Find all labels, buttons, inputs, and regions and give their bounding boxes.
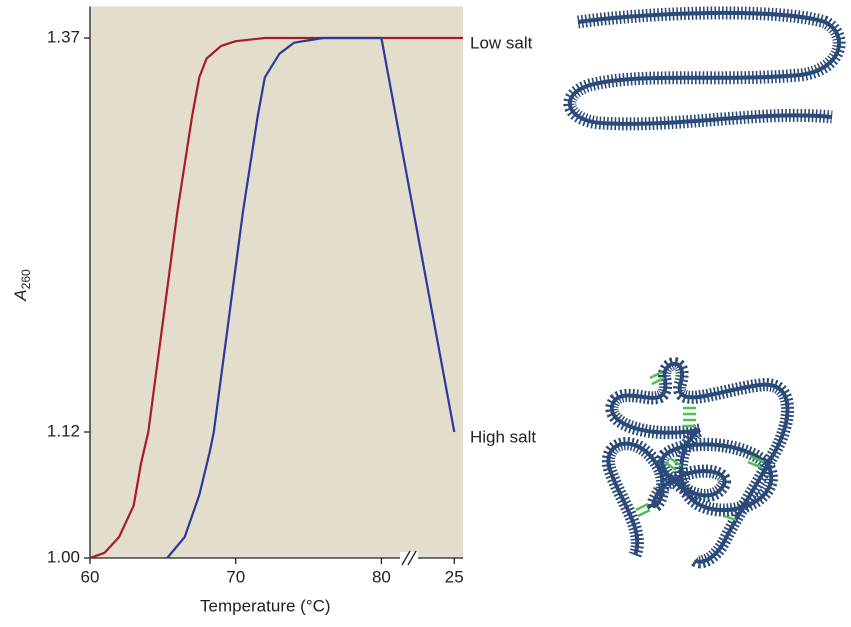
axis-break bbox=[400, 550, 418, 566]
y-tick-label: 1.37 bbox=[47, 27, 80, 46]
series-line bbox=[166, 36, 456, 559]
x-tick-label: 60 bbox=[81, 567, 100, 586]
series-label: Low salt bbox=[470, 33, 533, 52]
y-tick-label: 1.12 bbox=[47, 421, 80, 440]
x-axis-title: Temperature (°C) bbox=[200, 596, 331, 615]
plot-background bbox=[90, 6, 463, 559]
plot: 1.00 1.12 1.37 60 70 80 25 bbox=[47, 6, 464, 586]
x-tick-label: 25 bbox=[445, 567, 464, 586]
y-axis-title: A260 bbox=[11, 269, 33, 302]
series-label: High salt bbox=[470, 427, 536, 446]
x-tick-label: 80 bbox=[372, 567, 391, 586]
x-tick-label: 70 bbox=[226, 567, 245, 586]
series-line bbox=[89, 36, 463, 560]
rna-low-salt bbox=[563, 6, 846, 131]
rna-high-salt bbox=[608, 364, 787, 562]
y-axis-title-main: A bbox=[11, 289, 30, 301]
y-tick-label: 1.00 bbox=[47, 547, 80, 566]
y-axis-title-sub: 260 bbox=[19, 269, 33, 289]
